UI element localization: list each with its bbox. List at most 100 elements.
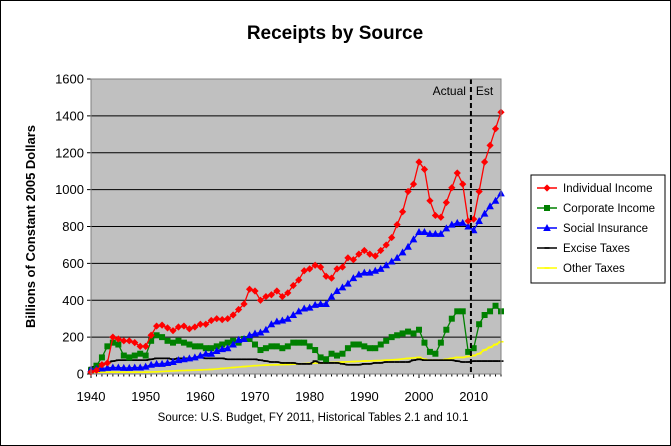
data-point xyxy=(410,330,417,337)
data-point xyxy=(442,198,450,207)
data-point xyxy=(147,331,155,339)
data-point xyxy=(175,337,182,344)
data-point xyxy=(453,169,461,177)
data-point xyxy=(454,308,461,315)
data-point xyxy=(153,322,161,330)
data-point xyxy=(273,343,280,350)
data-point xyxy=(459,308,466,315)
legend-item: Other Taxes xyxy=(537,263,625,275)
data-point xyxy=(431,211,439,220)
data-point xyxy=(120,337,128,345)
data-point xyxy=(125,363,134,371)
series-individual-income xyxy=(87,108,505,376)
data-point xyxy=(191,353,199,361)
data-point xyxy=(349,274,358,282)
data-point xyxy=(305,303,314,311)
x-axis-ticks: 1940 1950 1960 1970 1980 1990 2000 2010 xyxy=(77,374,502,404)
data-point xyxy=(475,187,483,196)
data-point xyxy=(284,289,292,297)
data-point xyxy=(251,329,259,337)
data-point xyxy=(366,345,373,352)
data-point xyxy=(339,350,346,357)
data-point xyxy=(159,334,166,341)
data-point xyxy=(480,209,489,217)
y-tick-label: 1200 xyxy=(55,145,84,160)
data-point xyxy=(481,312,488,318)
legend-label: Corporate Income xyxy=(563,203,655,215)
data-point xyxy=(306,265,314,273)
data-point xyxy=(475,216,483,224)
data-point xyxy=(142,342,150,350)
legend-label: Individual Income xyxy=(563,183,653,195)
data-point xyxy=(186,341,193,348)
data-point xyxy=(114,363,123,371)
data-point xyxy=(459,180,467,188)
data-point xyxy=(344,279,352,287)
data-point xyxy=(109,339,116,346)
data-point xyxy=(191,343,198,350)
data-point xyxy=(323,356,330,363)
data-point xyxy=(120,363,128,371)
data-point xyxy=(404,187,412,196)
data-point xyxy=(492,302,499,309)
data-point xyxy=(383,337,390,344)
data-point xyxy=(223,344,232,352)
data-point xyxy=(393,221,401,229)
data-point xyxy=(240,300,248,308)
data-point xyxy=(486,141,494,149)
data-point xyxy=(486,202,494,210)
data-point xyxy=(262,292,270,301)
data-point xyxy=(256,296,265,304)
data-point xyxy=(338,283,347,291)
data-point xyxy=(382,261,390,269)
data-point xyxy=(234,335,243,343)
data-point xyxy=(399,208,407,216)
data-point xyxy=(180,355,188,363)
data-point xyxy=(453,218,462,226)
data-point xyxy=(487,308,494,315)
data-point xyxy=(120,352,127,359)
data-point xyxy=(289,281,297,290)
data-point xyxy=(246,335,253,342)
data-point xyxy=(224,315,232,323)
legend-label: Social Insurance xyxy=(563,223,648,235)
data-point xyxy=(431,229,440,237)
data-point xyxy=(208,345,215,352)
data-point xyxy=(311,261,319,269)
data-point xyxy=(202,320,210,328)
data-point xyxy=(376,264,385,272)
data-point xyxy=(262,325,270,333)
data-point xyxy=(420,228,429,236)
data-point xyxy=(355,341,362,348)
data-point xyxy=(267,320,276,328)
y-axis-label: Billions of Constant 2005 Dollars xyxy=(23,125,38,328)
x-tick-label: 1990 xyxy=(350,389,379,404)
data-point xyxy=(360,246,368,255)
data-point xyxy=(333,265,341,273)
data-point xyxy=(207,349,216,357)
data-point xyxy=(388,233,396,242)
data-point xyxy=(98,354,105,361)
data-point xyxy=(416,326,422,333)
data-point xyxy=(262,345,269,352)
data-point xyxy=(126,354,133,361)
data-point xyxy=(212,346,221,354)
legend-item: Individual Income xyxy=(537,183,653,195)
data-point xyxy=(491,196,500,204)
data-point xyxy=(202,349,210,357)
data-point xyxy=(213,315,221,323)
data-point xyxy=(543,184,551,192)
data-point xyxy=(420,165,429,173)
data-point xyxy=(361,343,368,350)
legend: Individual Income Corporate Income Social … xyxy=(530,174,666,284)
data-point xyxy=(371,266,380,274)
data-point xyxy=(327,292,336,300)
data-point xyxy=(448,315,455,322)
data-point xyxy=(426,197,434,205)
data-point xyxy=(344,254,352,262)
data-point xyxy=(355,270,363,278)
data-point xyxy=(415,228,423,236)
data-point xyxy=(437,213,445,221)
data-point xyxy=(180,339,187,346)
